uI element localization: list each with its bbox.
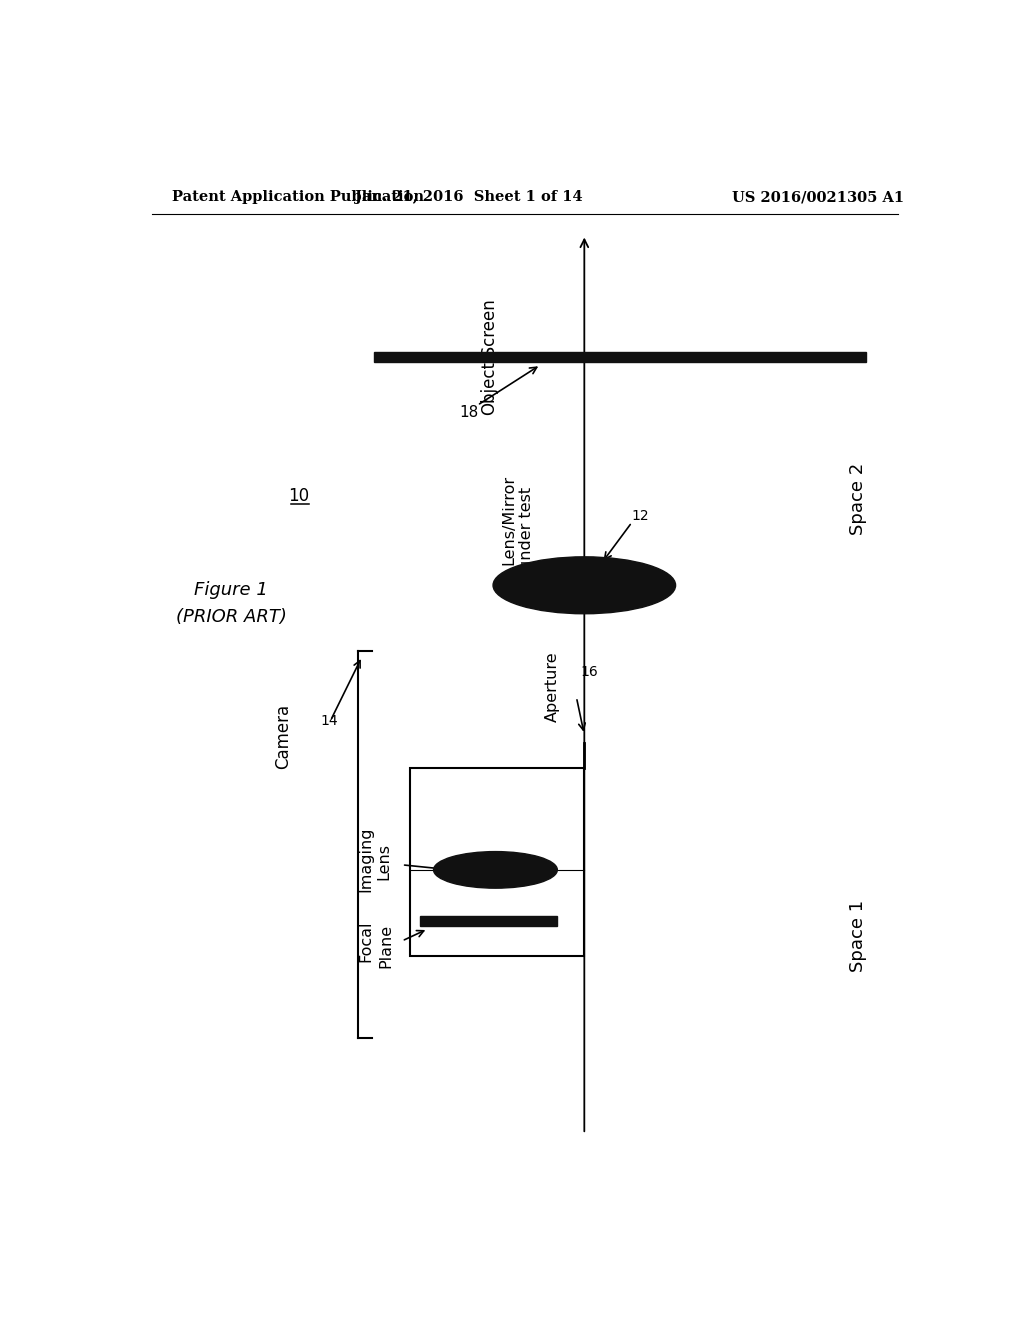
- Ellipse shape: [433, 851, 557, 888]
- Text: Imaging: Imaging: [358, 826, 374, 892]
- Text: (PRIOR ART): (PRIOR ART): [176, 607, 287, 626]
- Text: US 2016/0021305 A1: US 2016/0021305 A1: [732, 190, 904, 205]
- Text: 10: 10: [288, 487, 309, 504]
- Text: 14: 14: [321, 714, 338, 727]
- Text: Figure 1: Figure 1: [195, 581, 268, 599]
- Bar: [410, 768, 585, 956]
- Text: Object/Screen: Object/Screen: [480, 298, 498, 414]
- Text: Plane: Plane: [379, 924, 393, 968]
- Text: 18: 18: [460, 405, 479, 420]
- Text: Camera: Camera: [273, 704, 292, 768]
- Ellipse shape: [493, 557, 676, 614]
- Bar: [420, 916, 557, 925]
- Text: Lens: Lens: [377, 843, 392, 880]
- Text: 16: 16: [581, 665, 598, 678]
- Text: Space 1: Space 1: [849, 900, 867, 972]
- Text: Space 2: Space 2: [849, 463, 867, 535]
- Bar: [374, 351, 866, 362]
- Text: under test: under test: [519, 487, 534, 570]
- Text: Patent Application Publication: Patent Application Publication: [172, 190, 424, 205]
- Text: Lens/Mirror: Lens/Mirror: [502, 475, 516, 565]
- Text: Focal: Focal: [358, 920, 374, 962]
- Text: 12: 12: [632, 510, 649, 523]
- Text: Jan. 21, 2016  Sheet 1 of 14: Jan. 21, 2016 Sheet 1 of 14: [355, 190, 583, 205]
- Text: Aperture: Aperture: [545, 652, 560, 722]
